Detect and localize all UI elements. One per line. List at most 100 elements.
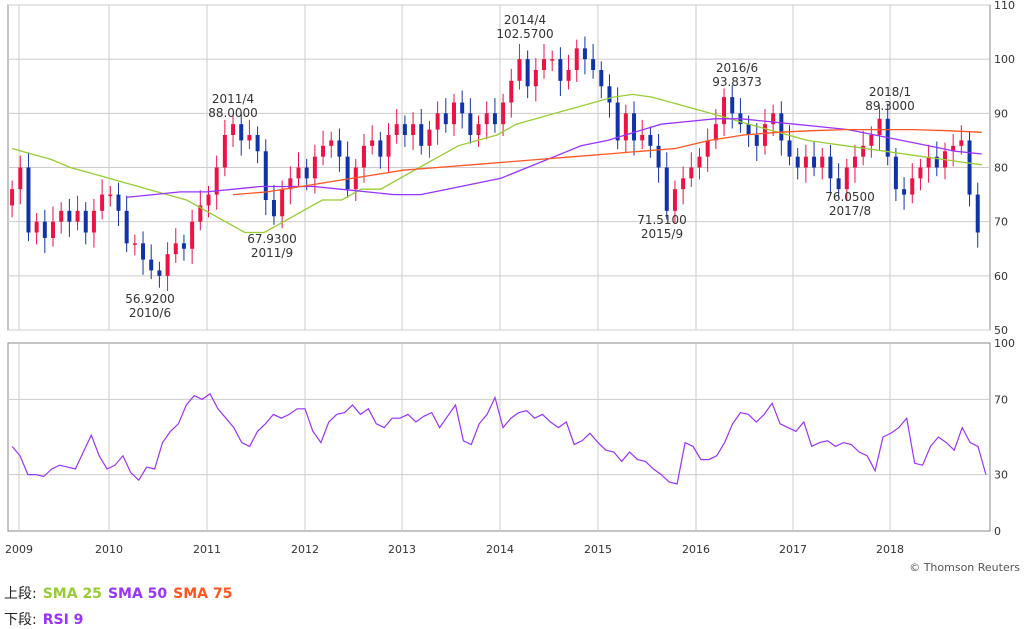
price-lines	[11, 93, 982, 234]
candle-body	[386, 135, 391, 157]
legend-rsi9: RSI 9	[42, 612, 84, 628]
candle-body	[165, 254, 170, 276]
candle-body	[214, 167, 219, 195]
candle-body	[59, 210, 64, 222]
price-tick-label: 80	[994, 162, 1008, 175]
candle-body	[239, 124, 244, 141]
candle-body	[787, 140, 792, 157]
candle-body	[632, 113, 637, 141]
x-tick-label: 2016	[682, 543, 710, 556]
candle-body	[681, 178, 686, 190]
rsi-tick-label: 0	[994, 525, 1001, 538]
legend-sma50: SMA 50	[107, 586, 168, 602]
rsi-line	[11, 392, 987, 485]
candle-body	[370, 140, 375, 146]
x-tick-label: 2011	[193, 543, 221, 556]
candle-body	[517, 59, 522, 81]
candle-body	[795, 156, 800, 168]
x-tick-label: 2017	[779, 543, 807, 556]
sma-line-1	[11, 93, 982, 234]
candle-body	[591, 59, 596, 70]
candle-body	[321, 145, 326, 157]
candle-body	[926, 156, 931, 168]
candle-body	[730, 97, 735, 114]
rsi-tick-label: 70	[994, 393, 1008, 406]
annotation-line1: 2016/6	[716, 61, 758, 75]
candle-body	[501, 102, 506, 125]
x-tick-label: 2014	[486, 543, 514, 556]
candle-body	[190, 221, 195, 249]
candle-body	[533, 70, 538, 87]
candle-body	[108, 194, 113, 197]
candle-body	[75, 210, 80, 222]
annotation-line2: 93.8373	[712, 75, 762, 89]
candle-body	[304, 167, 309, 179]
annotation-line1: 67.9300	[247, 232, 297, 246]
x-tick-label: 2009	[5, 543, 33, 556]
price-tick-label: 100	[994, 53, 1015, 66]
candle-body	[861, 145, 866, 157]
price-tick-label: 70	[994, 216, 1008, 229]
candle-body	[181, 243, 186, 249]
copyright: © Thomson Reuters	[909, 561, 1020, 574]
annotation-line1: 71.5100	[637, 213, 687, 227]
legend-lower: 下段: RSI 9	[4, 609, 89, 629]
candle-body	[574, 48, 579, 70]
candle-body	[149, 259, 154, 271]
legend-lower-label: 下段:	[4, 612, 37, 628]
candle-body	[779, 113, 784, 141]
candle-body	[468, 113, 473, 135]
candle-body	[713, 124, 718, 141]
candle-body	[91, 210, 96, 233]
candle-body	[492, 113, 497, 125]
legend-upper: 上段: SMA 25 SMA 50 SMA 75	[4, 583, 238, 603]
candle-body	[206, 194, 211, 206]
candle-body	[26, 167, 31, 233]
x-tick-label: 2015	[584, 543, 612, 556]
candle-body	[157, 270, 162, 276]
candle-body	[558, 59, 563, 81]
candle-body	[910, 178, 915, 195]
rsi-polyline	[11, 392, 987, 485]
candle-body	[247, 135, 252, 141]
candle-body	[34, 221, 39, 233]
candle-body	[656, 145, 661, 168]
candle-body	[902, 189, 907, 195]
annotation-line1: 2018/1	[869, 85, 911, 99]
candle-body	[198, 205, 203, 222]
candle-body	[67, 210, 72, 222]
sma-line-2	[126, 118, 982, 198]
candle-body	[402, 124, 407, 135]
candle-body	[959, 140, 964, 146]
price-tick-label: 110	[994, 0, 1015, 12]
candle-body	[754, 135, 759, 146]
legend-sma25: SMA 25	[42, 586, 102, 602]
annotation-line1: 2014/4	[504, 13, 546, 27]
candle-body	[460, 102, 465, 114]
candle-body	[542, 59, 547, 70]
candle-body	[10, 189, 15, 206]
candle-body	[934, 156, 939, 168]
candle-body	[852, 156, 857, 168]
candle-body	[18, 167, 23, 190]
candle-body	[615, 102, 620, 141]
candle-body	[451, 102, 456, 125]
candle-body	[722, 97, 727, 125]
annotation-line2: 102.5700	[496, 27, 553, 41]
candle-body	[525, 59, 530, 87]
candle-body	[280, 189, 285, 217]
x-tick-label: 2012	[291, 543, 319, 556]
candle-body	[173, 243, 178, 255]
candle-body	[222, 135, 227, 168]
candle-body	[705, 140, 710, 157]
candle-body	[83, 210, 88, 233]
x-tick-label: 2010	[95, 543, 123, 556]
legend-sma75: SMA 75	[173, 586, 233, 602]
candle-body	[288, 178, 293, 190]
price-tick-label: 50	[994, 324, 1008, 337]
annotation-line2: 88.0000	[208, 106, 258, 120]
candle-body	[689, 167, 694, 179]
annotation-line1: 2011/4	[212, 92, 254, 106]
candle-body	[435, 113, 440, 130]
